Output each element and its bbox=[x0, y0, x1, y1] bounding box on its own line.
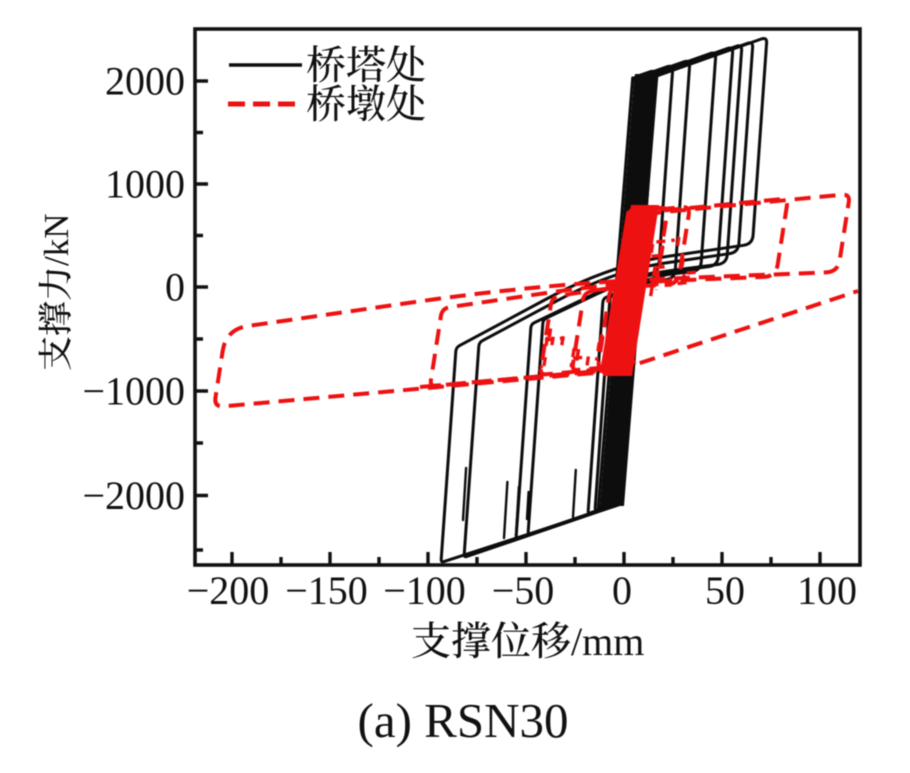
svg-text:0: 0 bbox=[165, 265, 185, 310]
svg-text:/mm: /mm bbox=[571, 619, 644, 664]
svg-text:1000: 1000 bbox=[105, 162, 185, 207]
svg-text:−100: −100 bbox=[383, 568, 466, 613]
svg-text:−200: −200 bbox=[187, 568, 270, 613]
svg-text:50: 50 bbox=[705, 568, 745, 613]
svg-text:−2000: −2000 bbox=[82, 473, 185, 518]
svg-text:2000: 2000 bbox=[105, 59, 185, 104]
svg-text:−150: −150 bbox=[285, 568, 368, 613]
svg-text:100: 100 bbox=[797, 568, 857, 613]
svg-text:/kN: /kN bbox=[37, 214, 76, 267]
svg-text:(a) RSN30: (a) RSN30 bbox=[358, 693, 569, 748]
svg-text:−50: −50 bbox=[492, 568, 555, 613]
svg-text:−1000: −1000 bbox=[82, 369, 185, 414]
svg-text:0: 0 bbox=[612, 568, 632, 613]
